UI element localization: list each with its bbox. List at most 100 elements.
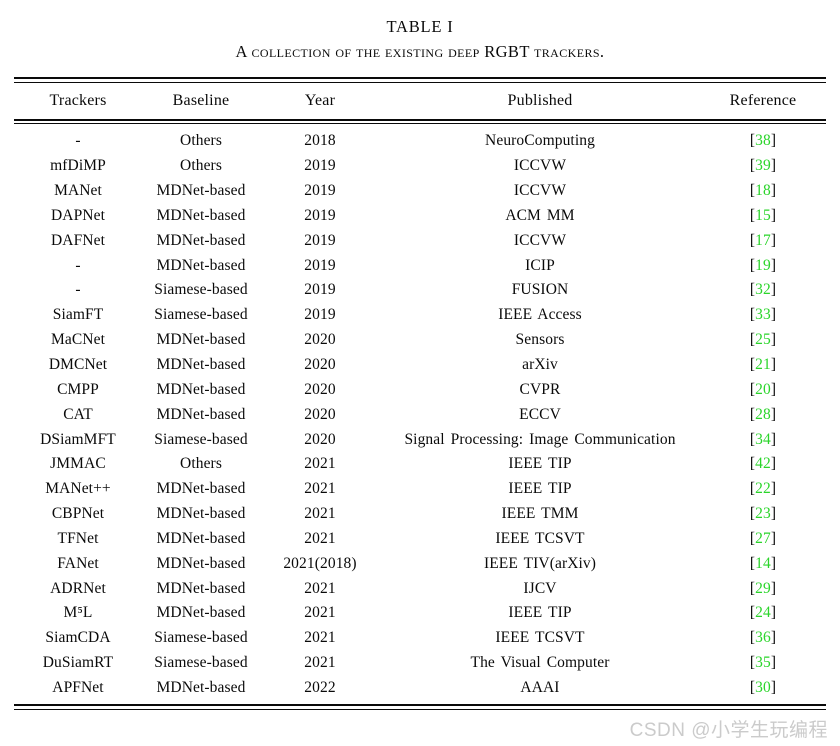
cell-published: IEEE TIP [508, 480, 572, 498]
table-body-table: - Others 2018 NeuroComputing [38] mfDiMP… [14, 129, 826, 700]
cell-published: IEEE TIP [508, 455, 572, 473]
cell-year: 2022 [304, 678, 336, 696]
citation-number[interactable]: 35 [755, 654, 771, 672]
citation-number[interactable]: 21 [755, 356, 771, 374]
citation-bracket-open: [ [749, 256, 756, 274]
citation-number[interactable]: 14 [755, 554, 771, 572]
cell-baseline: MDNet-based [156, 356, 246, 374]
cell-tracker: ADRNet [50, 579, 106, 597]
table-row: DMCNet MDNet-based 2020 arXiv [21] [14, 353, 826, 378]
citation-number[interactable]: 33 [755, 306, 771, 324]
table-row: CBPNet MDNet-based 2021 IEEE TMM [23] [14, 502, 826, 527]
cell-baseline: Siamese-based [154, 281, 248, 299]
col-header-baseline: Baseline [172, 91, 230, 109]
cell-reference: [17] [700, 228, 826, 253]
cell-year: 2020 [304, 331, 336, 349]
citation-number[interactable]: 18 [755, 182, 771, 200]
table-body: - Others 2018 NeuroComputing [38] mfDiMP… [14, 129, 826, 700]
citation-number[interactable]: 28 [755, 405, 771, 423]
cell-reference: [19] [700, 253, 826, 278]
citation-number[interactable]: 22 [755, 480, 771, 498]
trackers-table: Trackers Baseline Year Published Referen… [14, 77, 826, 710]
citation-bracket-open: [ [749, 405, 756, 423]
cell-year: 2019 [304, 281, 336, 299]
table-row: - MDNet-based 2019 ICIP [19] [14, 253, 826, 278]
citation-bracket-open: [ [749, 331, 756, 349]
citation-bracket-close: ] [770, 554, 777, 572]
cell-reference: [28] [700, 402, 826, 427]
cell-published: IEEE TCSVT [495, 529, 585, 547]
cell-baseline: MDNet-based [156, 678, 246, 696]
citation-number[interactable]: 38 [755, 132, 771, 150]
cell-baseline: MDNet-based [156, 579, 246, 597]
citation-number[interactable]: 39 [755, 157, 771, 175]
cell-year: 2020 [304, 405, 336, 423]
citation-number[interactable]: 15 [755, 206, 771, 224]
citation-bracket-open: [ [749, 206, 756, 224]
cell-tracker: - [75, 256, 81, 274]
citation-bracket-open: [ [749, 356, 756, 374]
citation-bracket-close: ] [770, 529, 777, 547]
cell-published: ICCVW [513, 231, 567, 249]
citation-number[interactable]: 27 [755, 529, 771, 547]
citation-number[interactable]: 34 [755, 430, 771, 448]
table-row: MANet MDNet-based 2019 ICCVW [18] [14, 179, 826, 204]
table-header: Trackers Baseline Year Published Referen… [14, 83, 826, 119]
cell-reference: [29] [700, 576, 826, 601]
table-row: mfDiMP Others 2019 ICCVW [39] [14, 154, 826, 179]
cell-year: 2019 [304, 157, 336, 175]
cell-published: NeuroComputing [485, 132, 595, 150]
citation-number[interactable]: 42 [755, 455, 771, 473]
citation-number[interactable]: 36 [755, 629, 771, 647]
citation-bracket-close: ] [770, 430, 777, 448]
citation-number[interactable]: 30 [755, 678, 771, 696]
table-row: MANet++ MDNet-based 2021 IEEE TIP [22] [14, 477, 826, 502]
citation-number[interactable]: 32 [755, 281, 771, 299]
cell-published: ICCVW [513, 182, 567, 200]
cell-reference: [20] [700, 377, 826, 402]
citation-bracket-close: ] [770, 256, 777, 274]
cell-tracker: MANet [54, 182, 102, 200]
cell-published: AAAI [520, 678, 560, 696]
cell-published: IEEE TIV(arXiv) [483, 554, 597, 572]
cell-year: 2020 [304, 380, 336, 398]
citation-number[interactable]: 24 [755, 604, 771, 622]
cell-tracker: - [75, 281, 81, 299]
citation-number[interactable]: 23 [755, 505, 771, 523]
citation-bracket-open: [ [749, 579, 756, 597]
citation-number[interactable]: 20 [755, 380, 771, 398]
citation-number[interactable]: 19 [755, 256, 771, 274]
cell-published: ECCV [519, 405, 561, 423]
cell-tracker: - [75, 132, 81, 150]
citation-bracket-open: [ [749, 604, 756, 622]
cell-year: 2021 [304, 604, 336, 622]
table-row: DuSiamRT Siamese-based 2021 The Visual C… [14, 651, 826, 676]
cell-reference: [34] [700, 427, 826, 452]
cell-published: IEEE TCSVT [495, 629, 585, 647]
citation-bracket-close: ] [770, 455, 777, 473]
table-row: M⁵L MDNet-based 2021 IEEE TIP [24] [14, 601, 826, 626]
cell-reference: [32] [700, 278, 826, 303]
cell-reference: [36] [700, 626, 826, 651]
citation-bracket-close: ] [770, 206, 777, 224]
cell-baseline: MDNet-based [156, 380, 246, 398]
cell-baseline: MDNet-based [156, 405, 246, 423]
citation-number[interactable]: 17 [755, 231, 771, 249]
table-row: JMMAC Others 2021 IEEE TIP [42] [14, 452, 826, 477]
cell-year: 2019 [304, 206, 336, 224]
col-header-trackers: Trackers [49, 91, 107, 109]
citation-number[interactable]: 29 [755, 579, 771, 597]
citation-bracket-close: ] [770, 281, 777, 299]
citation-bracket-close: ] [770, 480, 777, 498]
citation-bracket-open: [ [749, 380, 756, 398]
cell-year: 2021 [304, 529, 336, 547]
citation-number[interactable]: 25 [755, 331, 771, 349]
cell-baseline: MDNet-based [156, 604, 246, 622]
cell-baseline: MDNet-based [156, 529, 246, 547]
cell-baseline: Siamese-based [154, 629, 248, 647]
citation-bracket-close: ] [770, 405, 777, 423]
cell-tracker: DuSiamRT [42, 654, 114, 672]
cell-reference: [42] [700, 452, 826, 477]
table-row: TFNet MDNet-based 2021 IEEE TCSVT [27] [14, 527, 826, 552]
cell-tracker: DAFNet [51, 231, 105, 249]
